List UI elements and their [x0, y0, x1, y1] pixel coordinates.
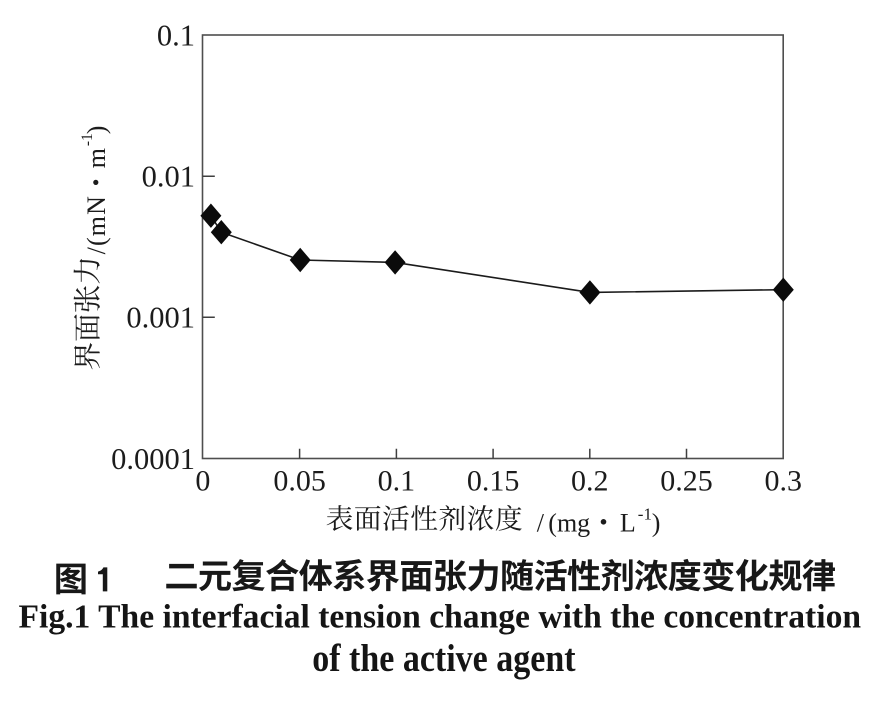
svg-text:0.1: 0.1: [157, 18, 195, 52]
svg-text:0.01: 0.01: [142, 160, 195, 194]
svg-text:0.0001: 0.0001: [111, 442, 195, 476]
svg-text:0.3: 0.3: [764, 464, 802, 497]
svg-text:-1: -1: [638, 505, 652, 524]
svg-text:0.25: 0.25: [660, 464, 713, 497]
svg-text:Fig.1 The interfacial tension: Fig.1 The interfacial tension change wit…: [19, 599, 862, 636]
svg-text:of the active agent: of the active agent: [312, 636, 576, 680]
svg-text:0.001: 0.001: [126, 301, 195, 335]
svg-text:N: N: [82, 196, 111, 215]
svg-text:(mg: (mg: [548, 508, 590, 537]
svg-text:0.1: 0.1: [378, 464, 416, 497]
svg-text:): ): [82, 126, 111, 135]
svg-text:0: 0: [195, 464, 210, 497]
svg-text:(: (: [82, 237, 111, 246]
svg-text:0.2: 0.2: [571, 464, 609, 497]
svg-text:0.05: 0.05: [273, 464, 326, 497]
svg-text:L: L: [620, 508, 636, 537]
svg-text:m: m: [82, 216, 111, 236]
svg-text:/: /: [82, 246, 111, 254]
svg-text:): ): [652, 508, 661, 537]
svg-text:m: m: [82, 148, 111, 168]
svg-text:-1: -1: [79, 133, 96, 146]
svg-text:0.15: 0.15: [467, 464, 520, 497]
svg-text:/: /: [537, 508, 545, 537]
